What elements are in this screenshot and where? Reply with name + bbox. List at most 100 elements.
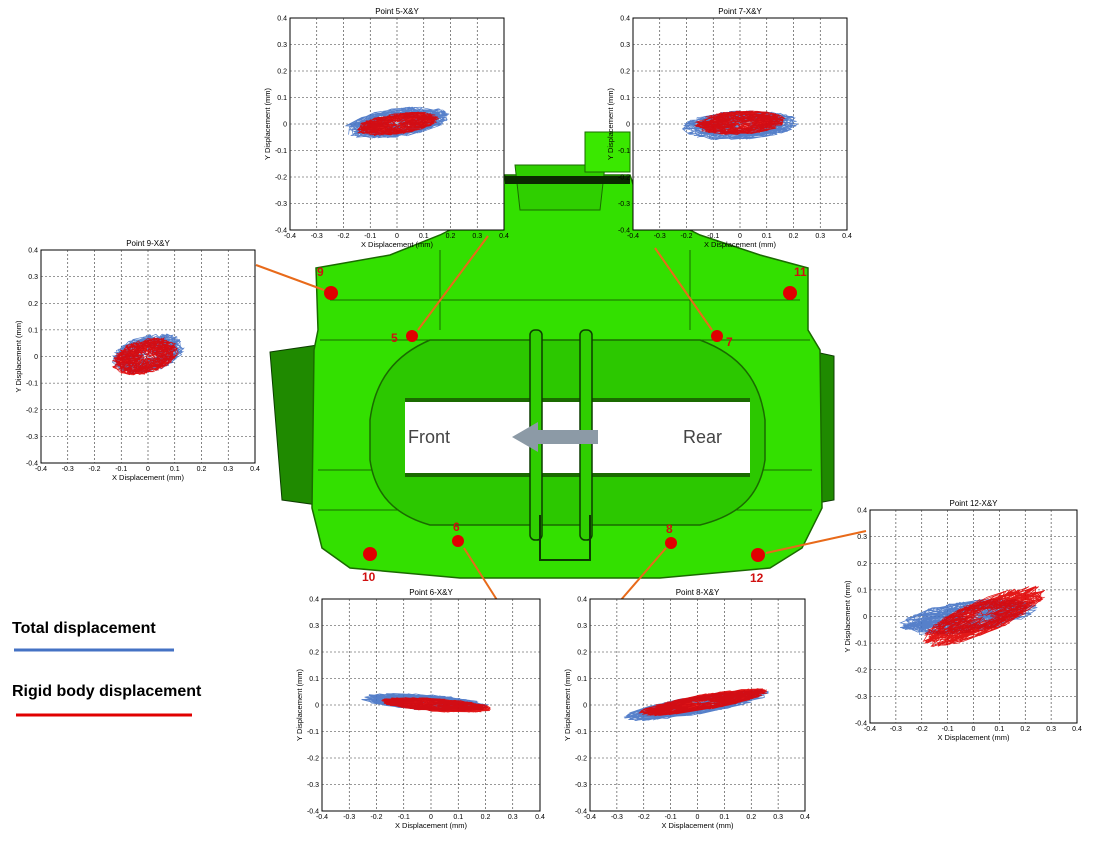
x-tick-label: 0.4 [1072,726,1082,733]
x-tick-label: 0.1 [995,726,1005,733]
y-tick-label: 0.2 [577,650,587,657]
x-tick-label: -0.3 [654,233,666,240]
y-tick-label: 0.1 [28,327,38,334]
y-tick-label: 0 [626,122,630,129]
x-tick-label: -0.2 [337,233,349,240]
plot-traces [899,585,1046,648]
plot-title: Point 9-X&Y [126,239,170,248]
series-trace-rigid [381,697,492,713]
point-7-label: 7 [726,335,733,349]
displacement-plots: -0.4-0.4-0.3-0.3-0.2-0.2-0.1-0.1000.10.1… [14,7,1082,830]
x-tick-label: -0.1 [942,726,954,733]
y-tick-label: 0.2 [309,650,319,657]
front-arrow [512,422,598,452]
y-tick-label: 0.1 [277,95,287,102]
x-tick-label: 0.3 [773,814,783,821]
y-tick-label: 0.2 [277,69,287,76]
y-axis-label: Y Displacement (mm) [563,669,572,741]
legend-total-label: Total displacement [12,620,156,637]
plot-traces [623,688,770,722]
point-12-marker [751,548,765,562]
x-tick-label: -0.1 [115,466,127,473]
y-tick-label: 0.3 [309,623,319,630]
point-9-marker [324,286,338,300]
legend: Total displacement Rigid body displaceme… [12,620,202,717]
x-tick-label: 0.3 [815,233,825,240]
legend-rigid-label: Rigid body displacement [12,683,202,700]
y-tick-label: 0.3 [277,42,287,49]
plot-3: -0.4-0.4 -0.3 -0.3 -0.2 -0.2 -0.1 -0.1 0 0 0.1 0.1… [14,239,260,482]
plot-5: -0.4-0.4 -0.3 -0.3 -0.2 -0.2 -0.1 -0.1 0 0 0.1 0.1… [563,588,810,830]
x-tick-label: -0.4 [584,814,596,821]
plot-title: Point 8-X&Y [676,588,720,597]
y-tick-label: 0 [583,703,587,710]
y-axis-label: Y Displacement (mm) [295,669,304,741]
y-tick-label: 0.4 [620,16,630,23]
x-tick-label: -0.2 [680,233,692,240]
y-tick-label: 0.4 [277,16,287,23]
y-tick-label: -0.4 [575,809,587,816]
x-tick-label: 0.4 [800,814,810,821]
y-tick-label: 0.1 [620,95,630,102]
y-tick-label: 0.2 [620,69,630,76]
y-axis-label: Y Displacement (mm) [843,580,852,652]
x-axis-label: X Displacement (mm) [661,821,734,830]
y-tick-label: -0.4 [618,228,630,235]
caliper-pad-edge [405,398,750,402]
plot-2: -0.4-0.4 -0.3 -0.3 -0.2 -0.2 -0.1 -0.1 0 0 0.1 0.1… [606,7,852,249]
leader-line-5 [417,235,489,331]
x-tick-label: 0.2 [197,466,207,473]
y-tick-label: -0.3 [855,694,867,701]
leader-line-12 [765,530,867,554]
caliper-left-ear [269,344,319,506]
x-tick-label: 0 [429,814,433,821]
x-tick-label: -0.2 [88,466,100,473]
leader-line-7 [654,247,713,331]
x-tick-label: -0.1 [398,814,410,821]
y-tick-label: 0.1 [309,676,319,683]
y-axis-label: Y Displacement (mm) [263,88,272,160]
plot-traces [111,333,185,376]
x-tick-label: -0.1 [364,233,376,240]
point-11-marker [783,286,797,300]
x-tick-label: 0 [972,726,976,733]
x-tick-label: 0.4 [499,233,509,240]
y-tick-label: -0.4 [275,228,287,235]
x-tick-label: 0.1 [170,466,180,473]
x-axis-label: X Displacement (mm) [112,473,185,482]
x-tick-label: -0.1 [707,233,719,240]
y-tick-label: -0.3 [26,434,38,441]
series-trace-rigid [693,110,786,136]
x-tick-label: -0.3 [311,233,323,240]
point-7-marker [711,330,723,342]
y-tick-label: -0.2 [575,756,587,763]
y-tick-label: -0.2 [855,667,867,674]
caliper-illustration: Front Rear 9 5 7 11 6 8 10 12 [269,131,835,585]
y-tick-label: 0.4 [577,597,587,604]
y-tick-label: 0.3 [620,42,630,49]
y-tick-label: -0.4 [26,461,38,468]
x-tick-label: 0.4 [842,233,852,240]
y-tick-label: -0.4 [307,809,319,816]
leader-line-9 [255,264,325,291]
series-trace-rigid [922,585,1046,648]
point-5-label: 5 [391,331,398,345]
point-5-marker [406,330,418,342]
x-tick-label: -0.3 [890,726,902,733]
x-tick-label: -0.2 [638,814,650,821]
x-tick-label: 0.2 [446,233,456,240]
y-tick-label: 0.4 [857,508,867,515]
plot-traces [344,106,450,139]
x-tick-label: -0.3 [62,466,74,473]
x-tick-label: 0.2 [789,233,799,240]
y-tick-label: 0 [283,122,287,129]
front-label: Front [408,427,450,447]
plot-6: -0.4-0.4 -0.3 -0.3 -0.2 -0.2 -0.1 -0.1 0 0 0.1 0.1… [843,499,1082,742]
plot-4: -0.4-0.4 -0.3 -0.3 -0.2 -0.2 -0.1 -0.1 0 0 0.1 0.1… [295,588,545,830]
y-tick-label: -0.1 [855,641,867,648]
x-tick-label: 0.3 [1046,726,1056,733]
x-tick-label: 0.2 [1020,726,1030,733]
point-6-marker [452,535,464,547]
y-tick-label: -0.1 [618,148,630,155]
